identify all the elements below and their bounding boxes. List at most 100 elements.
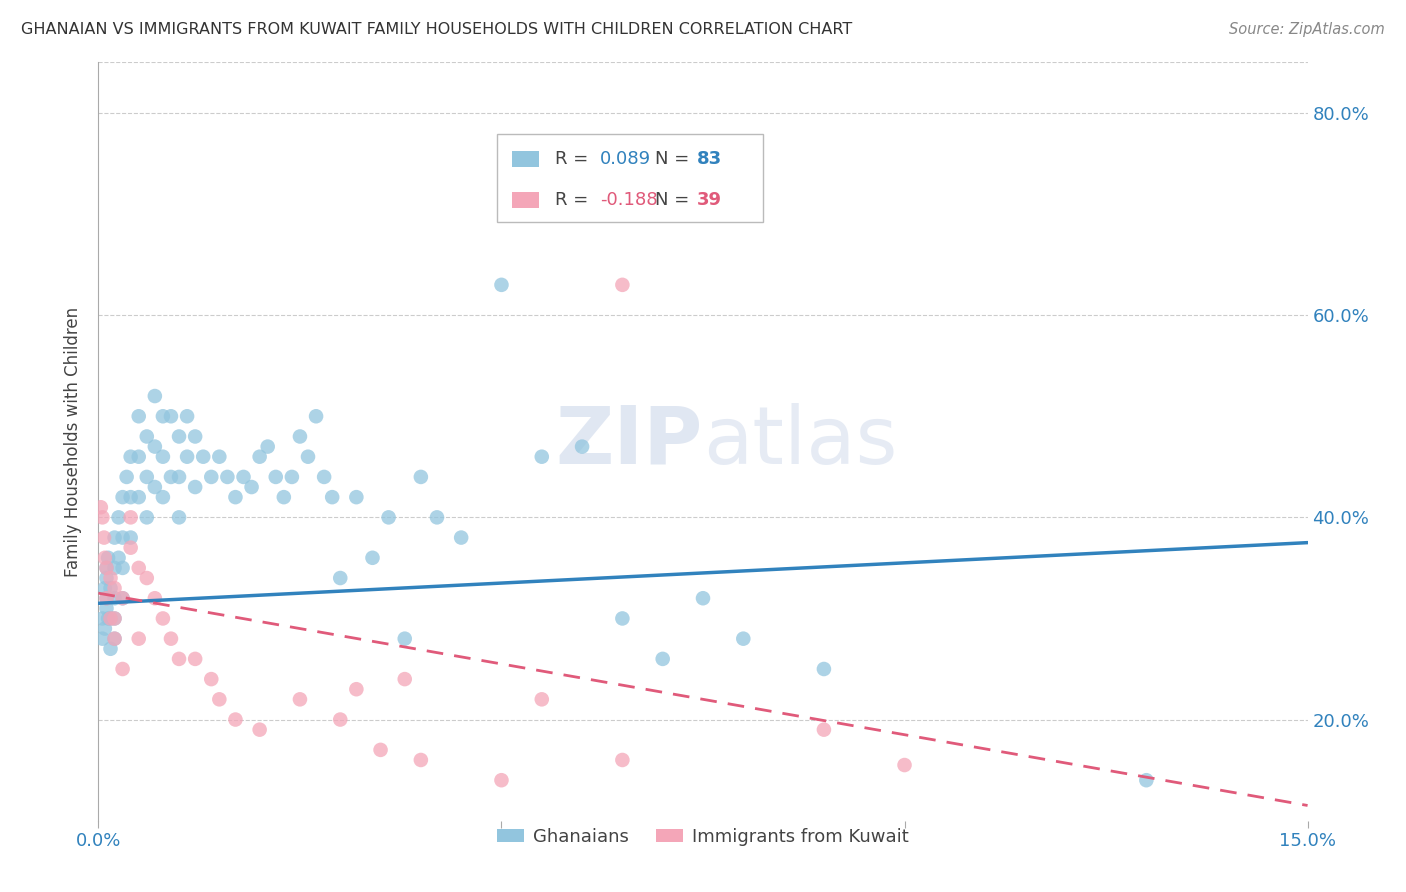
Point: [103, 611, 125, 625]
Point: [344, 490, 367, 504]
Point: [249, 450, 271, 464]
Point: [103, 561, 125, 575]
Point: [530, 692, 553, 706]
Point: [394, 672, 416, 686]
Point: [152, 409, 174, 424]
Point: [450, 531, 472, 545]
Point: [120, 490, 142, 504]
Text: Source: ZipAtlas.com: Source: ZipAtlas.com: [1229, 22, 1385, 37]
Text: atlas: atlas: [703, 402, 897, 481]
Point: [128, 490, 150, 504]
Point: [143, 591, 166, 606]
Text: 39: 39: [697, 191, 721, 209]
Y-axis label: Family Households with Children: Family Households with Children: [65, 307, 83, 576]
Point: [184, 429, 207, 443]
FancyBboxPatch shape: [498, 135, 763, 221]
Point: [103, 531, 125, 545]
Point: [377, 510, 399, 524]
Point: [813, 662, 835, 676]
Point: [94, 581, 117, 595]
Point: [111, 561, 134, 575]
Point: [111, 531, 134, 545]
Point: [409, 470, 432, 484]
Point: [96, 561, 118, 575]
Point: [491, 773, 513, 788]
Point: [612, 611, 634, 625]
Point: [200, 470, 222, 484]
Text: ZIP: ZIP: [555, 402, 703, 481]
Point: [571, 440, 593, 454]
Point: [167, 429, 190, 443]
Point: [111, 591, 134, 606]
Point: [321, 490, 343, 504]
Point: [530, 450, 553, 464]
Point: [143, 389, 166, 403]
Point: [91, 510, 114, 524]
Text: R =: R =: [555, 150, 595, 168]
Point: [152, 450, 174, 464]
Text: R =: R =: [555, 191, 595, 209]
Point: [96, 571, 118, 585]
Point: [94, 622, 117, 636]
Point: [100, 571, 122, 585]
Point: [94, 550, 117, 565]
Point: [120, 531, 142, 545]
Point: [409, 753, 432, 767]
Point: [93, 531, 115, 545]
Legend: Ghanaians, Immigrants from Kuwait: Ghanaians, Immigrants from Kuwait: [489, 821, 917, 854]
Point: [288, 429, 311, 443]
Point: [128, 632, 150, 646]
Point: [100, 611, 122, 625]
Point: [103, 611, 125, 625]
Point: [612, 753, 634, 767]
Point: [288, 692, 311, 706]
Point: [256, 440, 278, 454]
Point: [176, 450, 198, 464]
Point: [167, 470, 190, 484]
Point: [111, 591, 134, 606]
Point: [167, 652, 190, 666]
Point: [224, 490, 246, 504]
Point: [305, 409, 328, 424]
Bar: [512, 151, 538, 167]
Point: [115, 470, 138, 484]
Point: [200, 672, 222, 686]
Text: 0.089: 0.089: [600, 150, 651, 168]
Point: [97, 550, 120, 565]
Point: [281, 470, 304, 484]
Point: [329, 713, 352, 727]
Point: [394, 632, 416, 646]
Point: [217, 470, 239, 484]
Point: [651, 652, 673, 666]
Point: [208, 692, 231, 706]
Point: [107, 510, 129, 524]
Point: [893, 758, 915, 772]
Point: [96, 591, 118, 606]
Text: N =: N =: [655, 191, 695, 209]
Point: [314, 470, 336, 484]
Point: [91, 632, 114, 646]
Point: [426, 510, 449, 524]
Point: [184, 652, 207, 666]
Point: [135, 571, 157, 585]
Point: [90, 500, 112, 515]
Point: [232, 470, 254, 484]
Text: 83: 83: [697, 150, 723, 168]
Point: [120, 450, 142, 464]
Point: [152, 490, 174, 504]
Point: [100, 641, 122, 656]
Point: [612, 277, 634, 292]
Bar: [512, 192, 538, 208]
Point: [100, 581, 122, 595]
Point: [103, 581, 125, 595]
Point: [224, 713, 246, 727]
Point: [176, 409, 198, 424]
Point: [128, 409, 150, 424]
Point: [111, 662, 134, 676]
Point: [160, 470, 183, 484]
Point: [249, 723, 271, 737]
Point: [264, 470, 287, 484]
Point: [361, 550, 384, 565]
Point: [96, 601, 118, 615]
Point: [107, 550, 129, 565]
